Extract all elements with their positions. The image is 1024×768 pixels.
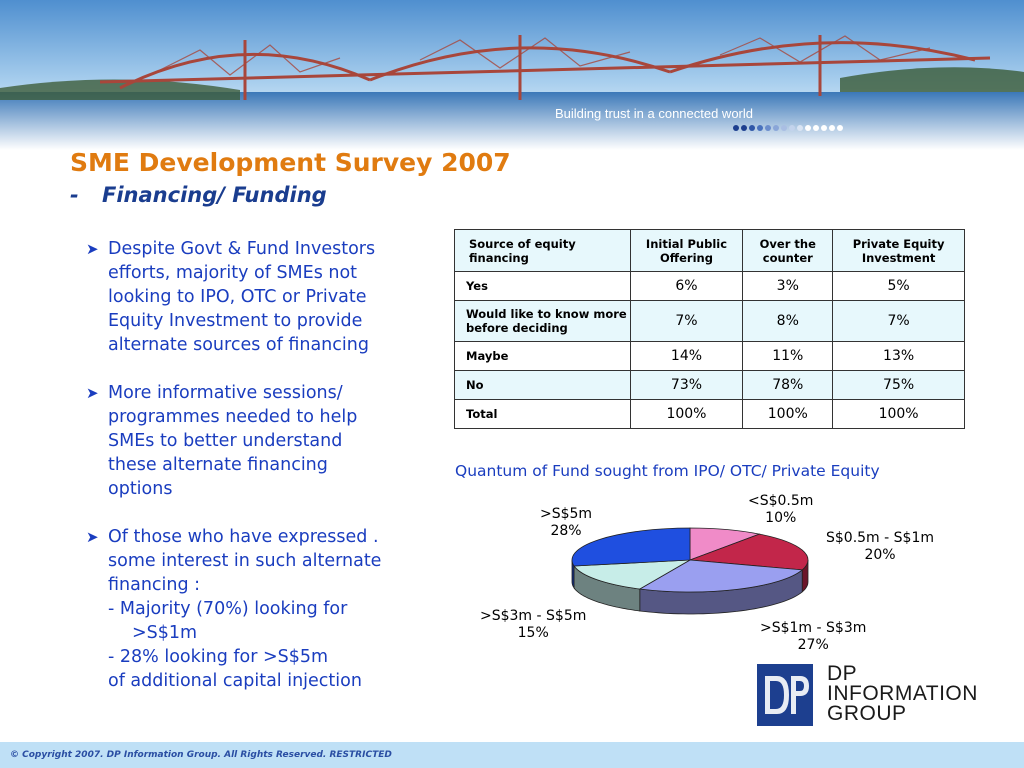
survey-table: Source of equity financing Initial Publi… (454, 229, 965, 429)
bullet-line: More informative sessions/ (108, 383, 343, 403)
dp-information-group-logo: DP INFORMATION GROUP (757, 662, 987, 728)
bullet-line: some interest in such alternate (108, 551, 382, 571)
slide-subtitle: - Financing/ Funding (70, 183, 511, 207)
table-header-cell: Private Equity Investment (832, 229, 965, 272)
row-label: Would like to know more before deciding (454, 300, 631, 342)
logo-line: DP (827, 662, 858, 685)
row-label: No (454, 370, 631, 400)
bullet-list: ➤ Despite Govt & Fund Investors efforts,… (86, 237, 436, 717)
bullet-line: - 28% looking for >S$5m (108, 647, 329, 667)
row-label: Maybe (454, 341, 631, 371)
table-cell: 78% (742, 370, 834, 400)
bullet-line: alternate sources of financing (108, 335, 369, 355)
table-cell: 100% (832, 399, 965, 429)
pie-slice (689, 533, 809, 571)
table-header-row: Source of equity financing Initial Publi… (454, 229, 965, 272)
table-row: Maybe 14% 11% 13% (454, 341, 965, 371)
table-cell: 7% (832, 300, 965, 342)
logo-line: GROUP (827, 702, 907, 725)
slice-label: <S$0.5m 10% (748, 493, 813, 527)
title-block: SME Development Survey 2007 - Financing/ … (70, 148, 511, 207)
slide-title: SME Development Survey 2007 (70, 148, 511, 177)
logo-wordmark: DP INFORMATION GROUP (827, 662, 978, 725)
chart-title: Quantum of Fund sought from IPO/ OTC/ Pr… (455, 462, 880, 480)
bullet-line: Despite Govt & Fund Investors (108, 239, 376, 259)
row-label: Yes (454, 271, 631, 301)
bullet-line: these alternate financing (108, 455, 328, 475)
table-cell: 6% (629, 271, 744, 301)
slice-label-name: S$0.5m - S$1m (826, 530, 934, 546)
bullet-line: Of those who have expressed . (108, 527, 379, 547)
bullet-line: Equity Investment to provide (108, 311, 363, 331)
slice-label-value: 27% (797, 637, 829, 653)
table-row: Total 100% 100% 100% (454, 399, 965, 429)
table-header-cell: Initial Public Offering (629, 229, 744, 272)
table-cell: 11% (742, 341, 834, 371)
bullet-item: ➤ Of those who have expressed . some int… (86, 525, 436, 693)
logo-line: INFORMATION (827, 682, 978, 705)
bullet-line: >S$1m (132, 623, 198, 643)
table-cell: 3% (742, 271, 834, 301)
arrow-bullet-icon: ➤ (86, 384, 99, 402)
pie-slice (573, 559, 691, 590)
footer-bar: © Copyright 2007. DP Information Group. … (0, 742, 1024, 768)
table-cell: 5% (832, 271, 965, 301)
slice-label-name: >S$1m - S$3m (760, 620, 867, 636)
arrow-bullet-icon: ➤ (86, 528, 99, 546)
slice-label-name: >S$5m (540, 506, 593, 522)
pie-slice (571, 527, 691, 567)
table-cell: 75% (832, 370, 965, 400)
bullet-line: options (108, 479, 173, 499)
bridge-banner-image (0, 0, 1024, 150)
table-cell: 100% (742, 399, 834, 429)
banner-tagline: Building trust in a connected world (555, 106, 754, 121)
slice-label: >S$5m 28% (540, 506, 592, 540)
bullet-line: programmes needed to help (108, 407, 358, 427)
dp-logo-mark (757, 664, 813, 726)
slice-label-name: <S$0.5m (748, 493, 814, 509)
table-cell: 14% (629, 341, 744, 371)
bullet-item: ➤ More informative sessions/ programmes … (86, 381, 436, 501)
slice-label-value: 28% (550, 523, 582, 539)
banner-dots (733, 125, 843, 131)
table-cell: 8% (742, 300, 834, 342)
bullet-line: SMEs to better understand (108, 431, 343, 451)
header-banner: Building trust in a connected world (0, 0, 1024, 150)
bullet-line: of additional capital injection (108, 671, 362, 691)
bullet-line: looking to IPO, OTC or Private (108, 287, 367, 307)
bullet-item: ➤ Despite Govt & Fund Investors efforts,… (86, 237, 436, 357)
table-row: Would like to know more before deciding … (454, 300, 965, 342)
bullet-line: - Majority (70%) looking for (108, 599, 348, 619)
arrow-bullet-icon: ➤ (86, 240, 99, 258)
pie-slice (689, 527, 761, 561)
slice-label: >S$3m - S$5m 15% (480, 608, 586, 642)
slice-label-value: 20% (864, 547, 896, 563)
table-header-cell: Over the counter (742, 229, 834, 272)
bullet-line: financing : (108, 575, 201, 595)
table-cell: 73% (629, 370, 744, 400)
table-cell: 100% (629, 399, 744, 429)
table-row: No 73% 78% 75% (454, 370, 965, 400)
subtitle-dash: - (70, 183, 79, 207)
slice-label-value: 10% (765, 510, 797, 526)
table-row: Yes 6% 3% 5% (454, 271, 965, 301)
table-header-cell: Source of equity financing (454, 229, 631, 272)
pie-slice (638, 559, 804, 593)
subtitle-text: Financing/ Funding (102, 183, 327, 207)
slice-label-name: >S$3m - S$5m (480, 608, 587, 624)
slice-label: >S$1m - S$3m 27% (760, 620, 866, 654)
slice-label-value: 15% (517, 625, 549, 641)
pie-chart (571, 527, 809, 615)
row-label: Total (454, 399, 631, 429)
table-cell: 13% (832, 341, 965, 371)
bullet-line: efforts, majority of SMEs not (108, 263, 358, 283)
table-cell: 7% (629, 300, 744, 342)
copyright-text: © Copyright 2007. DP Information Group. … (10, 750, 392, 760)
slice-label: S$0.5m - S$1m 20% (826, 530, 934, 564)
